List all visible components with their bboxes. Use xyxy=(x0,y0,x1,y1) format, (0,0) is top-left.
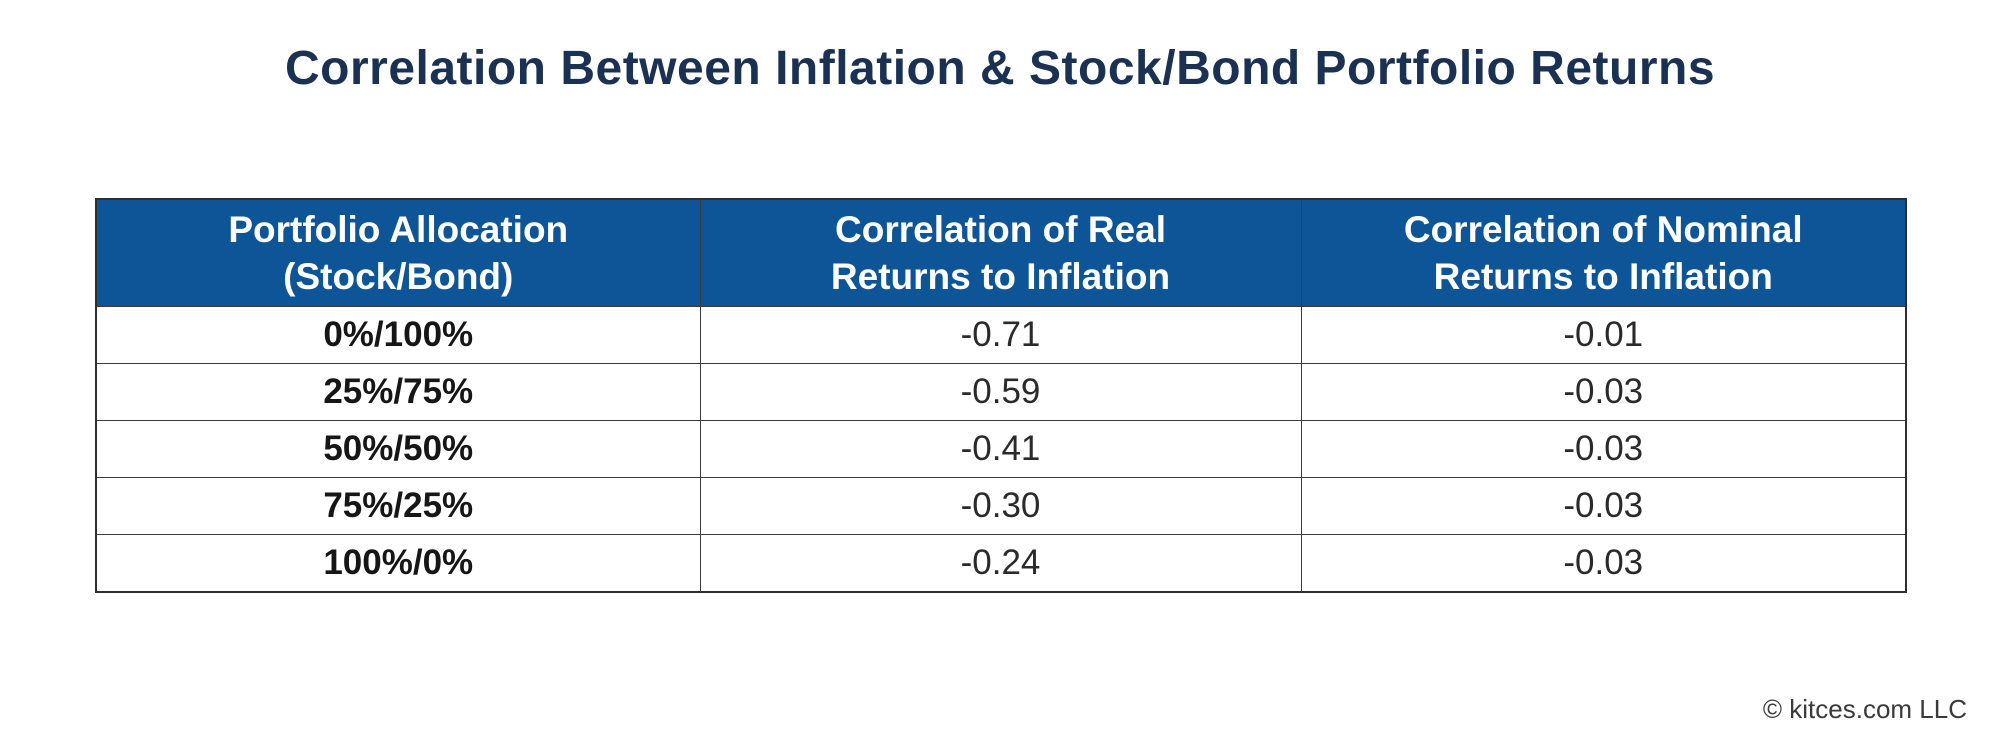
header-line-1: Correlation of Real xyxy=(835,209,1166,250)
column-header-nominal-correlation: Correlation of Nominal Returns to Inflat… xyxy=(1300,198,1907,307)
table-header: Portfolio Allocation (Stock/Bond) Correl… xyxy=(95,198,1907,307)
page-title: Correlation Between Inflation & Stock/Bo… xyxy=(284,42,1716,95)
table-row: 25%/75% -0.59 -0.03 xyxy=(95,363,1907,421)
column-header-portfolio-allocation: Portfolio Allocation (Stock/Bond) xyxy=(95,198,701,307)
real-correlation-cell: -0.41 xyxy=(699,420,1302,478)
header-line-2: Returns to Inflation xyxy=(1433,256,1773,297)
header-row: Portfolio Allocation (Stock/Bond) Correl… xyxy=(95,198,1907,307)
nominal-correlation-cell: -0.03 xyxy=(1300,534,1907,593)
real-correlation-cell: -0.59 xyxy=(699,363,1302,421)
nominal-correlation-cell: -0.03 xyxy=(1300,363,1907,421)
real-correlation-cell: -0.71 xyxy=(699,306,1302,364)
table-row: 75%/25% -0.30 -0.03 xyxy=(95,477,1907,535)
nominal-correlation-cell: -0.01 xyxy=(1300,306,1907,364)
header-line-2: Returns to Inflation xyxy=(830,256,1171,297)
column-header-real-correlation: Correlation of Real Returns to Inflation xyxy=(699,198,1302,307)
table-row: 50%/50% -0.41 -0.03 xyxy=(95,420,1907,478)
allocation-cell: 100%/0% xyxy=(95,534,701,593)
allocation-cell: 25%/75% xyxy=(95,363,701,421)
allocation-cell: 75%/25% xyxy=(95,477,701,535)
allocation-cell: 0%/100% xyxy=(95,306,701,364)
nominal-correlation-cell: -0.03 xyxy=(1300,477,1907,535)
real-correlation-cell: -0.24 xyxy=(699,534,1302,593)
table-body: 0%/100% -0.71 -0.01 25%/75% -0.59 -0.03 … xyxy=(95,306,1907,593)
correlation-table: Portfolio Allocation (Stock/Bond) Correl… xyxy=(95,198,1907,593)
copyright-notice: © kitces.com LLC xyxy=(1762,694,1967,724)
table-row: 0%/100% -0.71 -0.01 xyxy=(95,306,1907,364)
allocation-cell: 50%/50% xyxy=(95,420,701,478)
header-line-1: Correlation of Nominal xyxy=(1403,209,1803,250)
table-row: 100%/0% -0.24 -0.03 xyxy=(95,534,1907,593)
nominal-correlation-cell: -0.03 xyxy=(1300,420,1907,478)
real-correlation-cell: -0.30 xyxy=(699,477,1302,535)
header-line-1: Portfolio Allocation xyxy=(228,209,569,250)
header-line-2: (Stock/Bond) xyxy=(283,256,514,297)
